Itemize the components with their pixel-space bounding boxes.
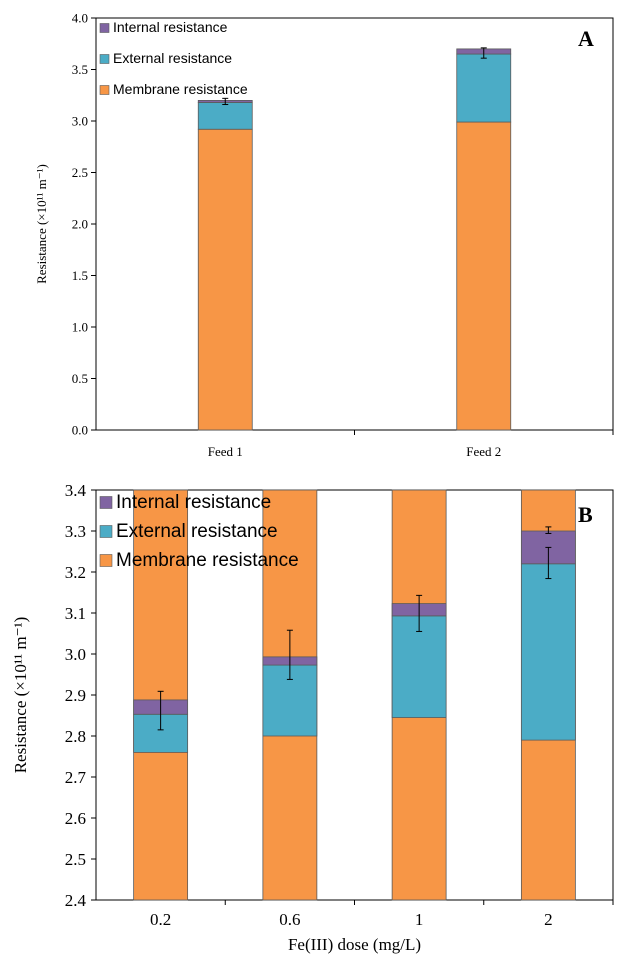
legend-entry: External resistance	[116, 521, 278, 542]
x-tick-label: Feed 2	[466, 444, 501, 459]
y-axis-label: Resistance (×10¹¹ m⁻¹)	[34, 164, 49, 284]
y-axis-label: Resistance (×10¹¹ m⁻¹)	[11, 617, 30, 774]
error-bar	[157, 690, 164, 731]
y-tick-label: 3.4	[65, 481, 87, 500]
legend-entry: Membrane resistance	[116, 550, 299, 571]
legend: Internal resistance External resistance Me…	[99, 492, 299, 571]
error-bar	[545, 546, 552, 580]
x-tick-label: Feed 1	[208, 444, 243, 459]
bar-external-resistance-feed-2	[456, 53, 512, 123]
x-tick-label: 0.2	[150, 910, 171, 929]
legend-swatch	[99, 54, 110, 64]
error-bar	[480, 47, 487, 59]
error-bar	[222, 97, 229, 106]
legend-swatch	[99, 85, 110, 95]
x-tick-label: 0.6	[279, 910, 300, 929]
legend: Internal resistance External resistance Me…	[99, 19, 248, 97]
error-bar	[416, 594, 423, 632]
bar-membrane-resistance-feed-1	[197, 128, 253, 431]
chart-panel-a: 0.0 0.5 1.0 1.5 2.0 2.5 3.0 3.5 4.0 Feed 1 Feed 2 R…	[34, 11, 614, 459]
y-tick-label: 0.5	[72, 371, 88, 386]
y-tick-label: 2.4	[65, 891, 87, 910]
y-tick-label: 3.5	[72, 62, 88, 77]
legend-swatch	[99, 23, 110, 33]
x-axis-label: Fe(III) dose (mg/L)	[288, 935, 421, 954]
y-tick-label: 2.8	[65, 727, 86, 746]
y-tick-label: 4.0	[72, 11, 88, 26]
x-tick-label: 2	[544, 910, 553, 929]
legend-entry: External resistance	[113, 50, 232, 66]
error-bar	[545, 526, 552, 534]
y-tick-label: 2.7	[65, 768, 87, 787]
bar-external-resistance-1	[391, 615, 447, 718]
chart-panel-b: 2.4 2.5 2.6 2.7 2.8 2.9 3.0 3.1 3.2 3.3 3.4 0.2 0.6 1…	[11, 481, 614, 954]
bar-membrane-resistance-feed-2	[456, 121, 512, 431]
bar-external-resistance-2	[520, 563, 576, 741]
x-tick-label: 1	[415, 910, 424, 929]
y-tick-label: 1.0	[72, 320, 88, 335]
legend-swatch	[99, 496, 113, 509]
bar-external-resistance-feed-1	[197, 102, 253, 130]
y-tick-label: 2.0	[72, 217, 88, 232]
y-tick-label: 1.5	[72, 268, 88, 283]
y-tick-label: 0.0	[72, 423, 88, 438]
y-tick-label: 3.2	[65, 563, 86, 582]
legend-entry: Membrane resistance	[113, 81, 248, 97]
legend-swatch	[99, 554, 113, 567]
y-tick-label: 3.3	[65, 522, 86, 541]
y-tick-label: 3.0	[65, 645, 86, 664]
error-bar	[286, 629, 293, 680]
y-tick-label: 2.5	[65, 850, 86, 869]
legend-entry: Internal resistance	[113, 19, 228, 35]
panel-label: A	[578, 26, 594, 51]
y-tick-label: 3.0	[72, 114, 88, 129]
legend-entry: Internal resistance	[116, 492, 271, 513]
legend-swatch	[99, 525, 113, 538]
y-tick-label: 2.6	[65, 809, 86, 828]
y-tick-label: 2.9	[65, 686, 86, 705]
y-tick-label: 2.5	[72, 165, 88, 180]
y-tick-label: 3.1	[65, 604, 86, 623]
panel-label: B	[578, 502, 593, 527]
plot-frame	[95, 17, 614, 431]
